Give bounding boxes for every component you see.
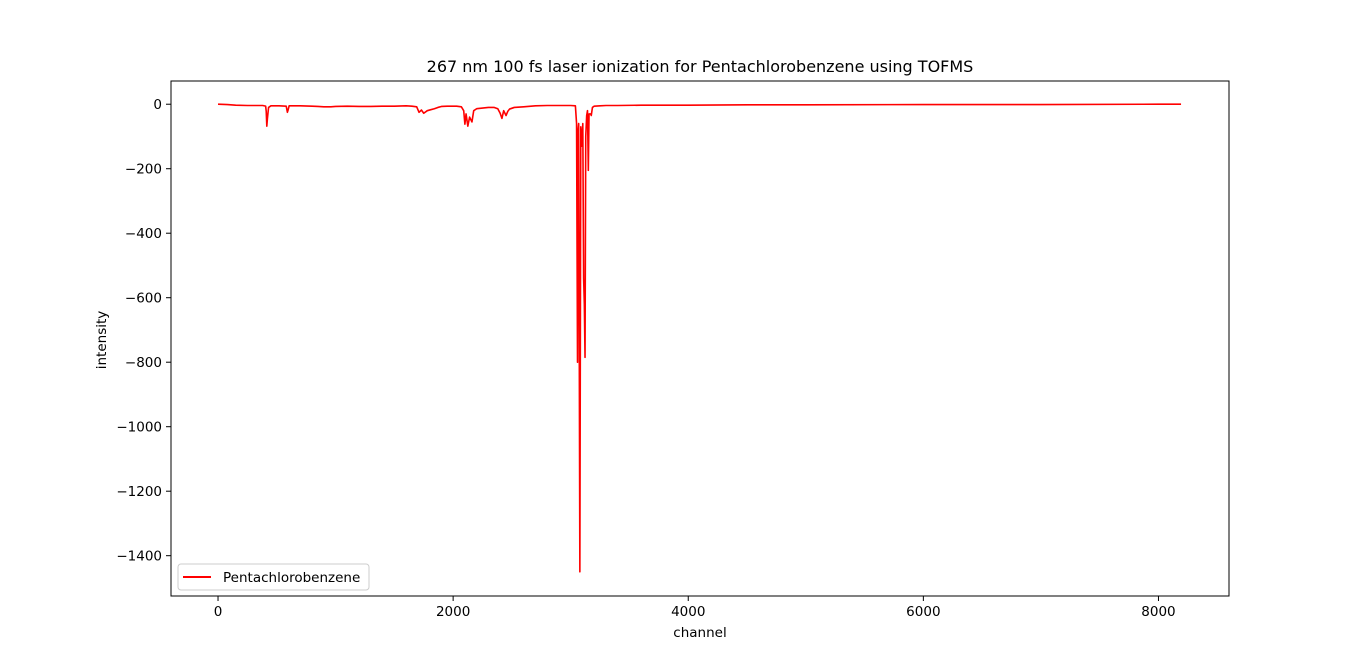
x-tick-label: 2000 xyxy=(436,604,470,620)
y-tick-label: −200 xyxy=(125,162,162,178)
x-tick-label: 8000 xyxy=(1141,604,1175,620)
series-layer xyxy=(217,103,1182,573)
chart-title: 267 nm 100 fs laser ionization for Penta… xyxy=(427,57,974,76)
y-tick-label: 0 xyxy=(153,97,162,113)
y-axis-label: intensity xyxy=(94,311,110,370)
x-tick-label: 0 xyxy=(214,604,223,620)
y-axis: 0 −200 −400 −600 −800 −1000 −1200 −1400 xyxy=(116,97,171,565)
x-tick-label: 4000 xyxy=(671,604,705,620)
y-tick-label: −800 xyxy=(125,355,162,371)
x-axis-label: channel xyxy=(673,625,726,641)
y-tick-label: −600 xyxy=(125,291,162,307)
legend-box xyxy=(177,563,370,591)
y-tick-label: −1000 xyxy=(116,420,162,436)
x-axis: 0 2000 4000 6000 8000 xyxy=(214,596,1176,620)
y-tick-label: −1200 xyxy=(116,484,162,500)
y-tick-label: −1400 xyxy=(116,549,162,565)
plot-frame xyxy=(170,80,1230,597)
legend-label: Pentachlorobenzene xyxy=(223,570,360,586)
plot-area xyxy=(170,80,1230,597)
series-line-0 xyxy=(217,103,1182,573)
y-tick-label: −400 xyxy=(125,226,162,242)
legend: Pentachlorobenzene xyxy=(177,563,370,591)
x-tick-label: 6000 xyxy=(906,604,940,620)
plot-background xyxy=(171,81,1229,596)
